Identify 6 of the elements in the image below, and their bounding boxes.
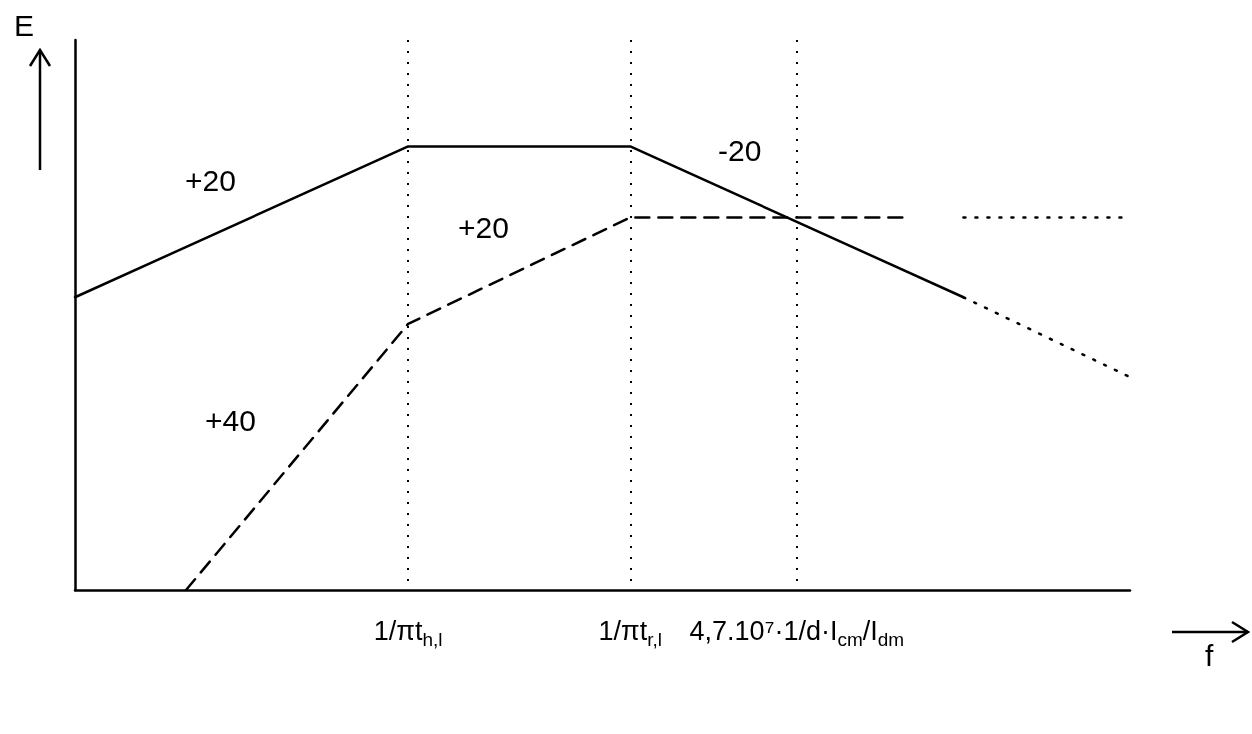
x-axis-title: f bbox=[1205, 638, 1214, 672]
y-axis-title: E bbox=[14, 8, 35, 42]
annotation: -20 bbox=[718, 133, 762, 167]
annotation: +20 bbox=[185, 163, 236, 197]
annotation: +20 bbox=[458, 210, 509, 244]
annotation: +40 bbox=[205, 403, 256, 437]
